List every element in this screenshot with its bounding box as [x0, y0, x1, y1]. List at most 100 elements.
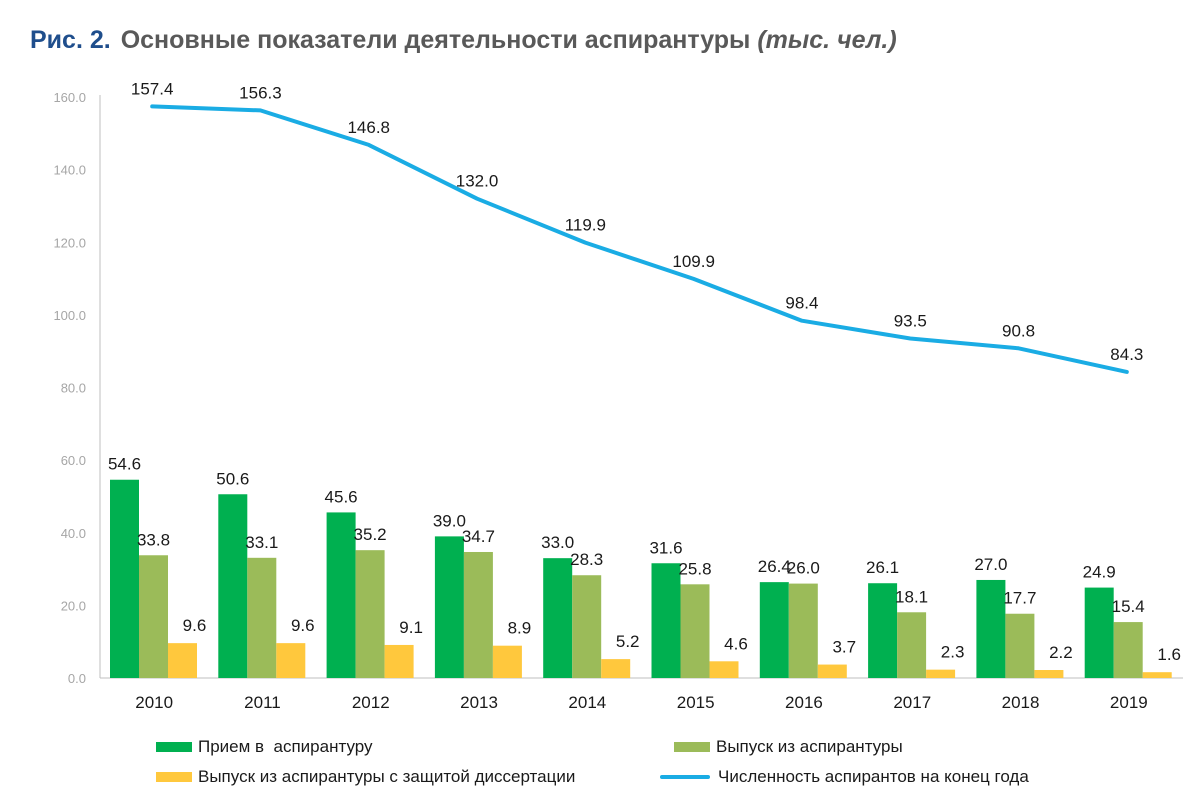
bar-admission	[651, 563, 681, 678]
bar-defense	[601, 659, 631, 678]
data-label-defense: 2.3	[941, 643, 965, 662]
bar-admission	[868, 583, 898, 678]
data-label-total: 84.3	[1110, 345, 1143, 364]
bar-graduation	[355, 550, 385, 678]
data-label-defense: 1.6	[1157, 645, 1181, 664]
x-tick-label: 2019	[1110, 693, 1148, 712]
y-tick-label: 0.0	[68, 671, 86, 686]
bar-admission	[110, 479, 139, 678]
data-label-defense: 9.1	[399, 618, 423, 637]
y-tick-label: 160.0	[53, 90, 86, 105]
x-tick-label: 2015	[677, 693, 715, 712]
bar-defense	[926, 669, 956, 678]
legend-item-graduation: Выпуск из аспирантуры	[674, 737, 903, 757]
bar-graduation	[897, 612, 927, 678]
data-label-defense: 9.6	[291, 616, 315, 635]
data-label-total: 98.4	[785, 294, 818, 313]
data-label-graduation: 18.1	[895, 587, 928, 606]
legend-swatch-graduation	[674, 742, 710, 752]
bar-graduation	[1005, 613, 1035, 678]
bar-graduation	[572, 575, 602, 678]
data-label-admission: 24.9	[1083, 563, 1116, 582]
y-tick-label: 100.0	[53, 308, 86, 323]
data-label-defense: 4.6	[724, 634, 748, 653]
data-label-graduation: 33.8	[137, 530, 170, 549]
legend-item-admission: Прием в аспирантуру	[156, 737, 373, 757]
bar-graduation	[680, 584, 710, 678]
data-label-admission: 27.0	[974, 555, 1007, 574]
data-label-graduation: 33.1	[245, 533, 278, 552]
bar-admission	[759, 582, 789, 678]
data-label-defense: 5.2	[616, 632, 640, 651]
bar-graduation	[1113, 622, 1143, 678]
x-tick-label: 2014	[568, 693, 606, 712]
bar-defense	[1142, 672, 1172, 678]
y-tick-label: 20.0	[61, 598, 86, 613]
legend-swatch-admission	[156, 742, 192, 752]
bar-defense	[168, 643, 197, 678]
x-tick-label: 2016	[785, 693, 823, 712]
data-label-total: 119.9	[565, 216, 606, 235]
data-label-defense: 3.7	[832, 638, 856, 657]
data-label-admission: 45.6	[325, 487, 358, 506]
bar-graduation	[788, 583, 818, 678]
x-tick-label: 2012	[352, 693, 390, 712]
legend-item-total: Численность аспирантов на конец года	[660, 767, 1029, 787]
line-total-students	[150, 104, 1129, 374]
legend-label-graduation: Выпуск из аспирантуры	[716, 737, 903, 756]
bar-defense	[1034, 670, 1064, 678]
data-label-graduation: 28.3	[570, 550, 603, 569]
bar-admission	[543, 558, 573, 678]
data-label-graduation: 35.2	[354, 525, 387, 544]
x-tick-label: 2013	[460, 693, 498, 712]
data-label-graduation: 15.4	[1112, 597, 1145, 616]
y-tick-label: 40.0	[61, 526, 86, 541]
x-tick-label: 2011	[244, 693, 281, 712]
data-label-defense: 8.9	[508, 619, 532, 638]
legend-line-total	[660, 775, 710, 779]
data-label-graduation: 34.7	[462, 527, 495, 546]
data-label-admission: 31.6	[649, 538, 682, 557]
x-tick-label: 2017	[893, 693, 931, 712]
data-label-admission: 54.6	[108, 455, 141, 474]
bar-defense	[817, 664, 847, 678]
x-tick-label: 2010	[135, 693, 173, 712]
data-label-admission: 39.0	[433, 511, 466, 530]
data-label-total: 132.0	[456, 172, 499, 191]
y-tick-label: 140.0	[53, 163, 86, 178]
bar-admission	[434, 536, 464, 678]
data-label-total: 90.8	[1002, 321, 1035, 340]
chart-units: (тыс. чел.)	[757, 26, 897, 54]
legend-label-total: Численность аспирантов на конец года	[718, 767, 1029, 786]
data-label-admission: 26.4	[758, 557, 791, 576]
legend-label-admission: Прием в аспирантуру	[198, 737, 373, 756]
data-label-graduation: 26.0	[787, 559, 820, 578]
data-label-admission: 50.6	[216, 469, 249, 488]
x-tick-label: 2018	[1002, 693, 1040, 712]
legend-item-defense: Выпуск из аспирантуры с защитой диссерта…	[156, 767, 575, 787]
data-label-admission: 26.1	[866, 558, 899, 577]
data-label-total: 93.5	[894, 311, 927, 330]
data-label-defense: 9.6	[183, 616, 207, 635]
y-tick-label: 80.0	[61, 381, 86, 396]
bar-graduation	[139, 555, 168, 678]
bar-admission	[976, 579, 1006, 678]
data-label-admission: 33.0	[541, 533, 574, 552]
bar-admission	[218, 494, 248, 678]
bar-defense	[276, 643, 306, 678]
data-label-total: 157.4	[131, 79, 174, 98]
bar-graduation	[247, 557, 277, 678]
bar-admission	[1084, 587, 1114, 678]
y-tick-label: 120.0	[53, 235, 86, 250]
data-label-total: 146.8	[347, 118, 390, 137]
bar-admission	[326, 512, 356, 678]
bar-graduation	[463, 551, 493, 678]
data-label-graduation: 17.7	[1003, 589, 1036, 608]
data-label-defense: 2.2	[1049, 643, 1073, 662]
data-label-total: 156.3	[239, 83, 282, 102]
bar-defense	[492, 645, 522, 678]
bar-defense	[709, 661, 739, 678]
legend-label-defense: Выпуск из аспирантуры с защитой диссерта…	[198, 767, 576, 786]
chart-title-main: Основные показатели деятельности аспиран…	[120, 26, 751, 54]
